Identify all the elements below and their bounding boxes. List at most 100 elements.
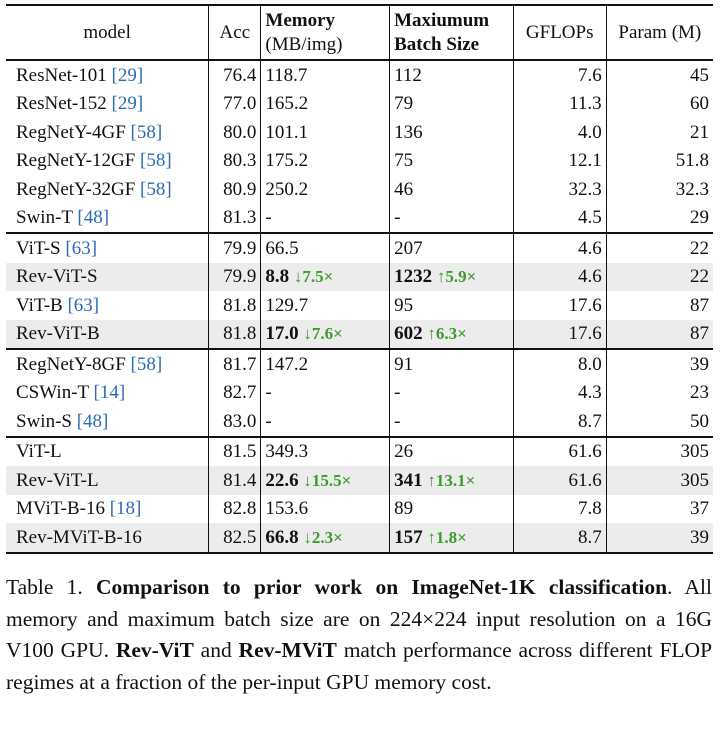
cell-gflops: 61.6 — [512, 466, 607, 495]
table-row: ResNet-152 [29] 77.0 165.2 79 11.3 60 — [6, 89, 713, 118]
citation-link[interactable]: [63] — [67, 294, 100, 316]
table-row: ViT-B [63] 81.8 129.7 95 17.6 87 — [6, 291, 713, 320]
memory-value: - — [265, 382, 272, 404]
cell-memory: 153.6 — [260, 494, 390, 523]
cell-memory: 129.7 — [260, 291, 390, 320]
model-name: Rev-ViT-S — [16, 266, 98, 288]
cell-gflops: 8.7 — [512, 407, 607, 437]
batch-value: - — [394, 207, 401, 229]
cell-batch: - — [389, 407, 514, 437]
cell-model: Swin-S [48] — [6, 407, 209, 437]
citation-link[interactable]: [58] — [140, 178, 172, 200]
batch-increase: ↑13.1× — [427, 470, 476, 490]
model-name: MViT-B-16 — [16, 498, 105, 520]
cell-model: RegNetY-4GF [58] — [6, 118, 209, 147]
memory-reduction: ↓2.3× — [303, 527, 343, 547]
batch-value: 89 — [394, 498, 414, 520]
cell-model: Rev-ViT-S — [6, 262, 209, 291]
cell-batch: 341 ↑13.1× — [389, 466, 514, 495]
cell-acc: 80.0 — [208, 118, 261, 147]
cell-batch: 136 — [389, 118, 514, 147]
cell-param: 305 — [605, 435, 713, 466]
batch-increase: ↑6.3× — [427, 324, 467, 344]
batch-value: 341 — [394, 469, 423, 491]
header-batch-line1: Maxiumum — [394, 9, 490, 31]
table-row: ViT-L 81.5 349.3 26 61.6 305 — [6, 435, 713, 466]
cell-batch: 26 — [389, 435, 514, 466]
citation-link[interactable]: [58] — [130, 121, 163, 143]
cell-gflops: 4.3 — [512, 378, 607, 407]
cell-batch: - — [389, 378, 514, 407]
header-memory-line2: (MB/img) — [265, 33, 343, 55]
cell-param: 39 — [605, 523, 713, 554]
memory-value: 101.1 — [265, 121, 309, 143]
memory-value: - — [265, 207, 272, 229]
model-name: RegNetY-32GF — [16, 178, 136, 200]
memory-value: 175.2 — [265, 150, 309, 172]
cell-batch: 75 — [389, 146, 514, 175]
cell-model: RegNetY-32GF [58] — [6, 175, 209, 204]
cell-gflops: 4.6 — [512, 262, 607, 291]
citation-link[interactable]: [58] — [140, 150, 172, 172]
cell-model: ViT-B [63] — [6, 291, 209, 320]
cell-acc: 79.9 — [208, 262, 261, 291]
memory-reduction: ↓15.5× — [303, 470, 352, 490]
model-name: Rev-ViT-B — [16, 323, 100, 345]
citation-link[interactable]: [29] — [111, 93, 144, 115]
table-row: Rev-ViT-S 79.9 8.8 ↓7.5× 1232 ↑5.9× 4.6 22 — [6, 262, 713, 291]
model-name: RegNetY-8GF — [16, 353, 126, 375]
cell-gflops: 12.1 — [512, 146, 607, 175]
table-row: Rev-ViT-L 81.4 22.6 ↓15.5× 341 ↑13.1× 61.6 30… — [6, 466, 713, 495]
caption-rev-mvit: Rev-MViT — [238, 638, 337, 662]
citation-link[interactable]: [48] — [76, 410, 109, 432]
cell-acc: 81.8 — [208, 319, 261, 349]
cell-model: RegNetY-8GF [58] — [6, 348, 209, 379]
cell-param: 22 — [605, 262, 713, 291]
cell-param: 50 — [605, 407, 713, 437]
cell-param: 32.3 — [605, 175, 713, 204]
citation-link[interactable]: [18] — [109, 498, 142, 520]
caption-title: Comparison to prior work on ImageNet-1K … — [96, 575, 668, 599]
cell-batch: 95 — [389, 291, 514, 320]
citation-link[interactable]: [29] — [111, 64, 144, 86]
memory-value: 129.7 — [265, 294, 309, 316]
batch-increase: ↑1.8× — [427, 527, 467, 547]
citation-link[interactable]: [14] — [93, 382, 126, 404]
cell-memory: 165.2 — [260, 89, 390, 118]
model-name: Rev-ViT-L — [16, 469, 99, 491]
cell-model: RegNetY-12GF [58] — [6, 147, 209, 176]
cell-model: Rev-ViT-L — [6, 466, 209, 495]
cell-batch: 79 — [389, 89, 514, 118]
model-name: RegNetY-4GF — [16, 121, 126, 143]
table-row: MViT-B-16 [18] 82.8 153.6 89 7.8 37 — [6, 494, 713, 523]
caption-label: Table 1. — [6, 575, 83, 599]
cell-gflops: 4.5 — [512, 203, 607, 233]
cell-param: 37 — [605, 494, 713, 523]
cell-model: Rev-MViT-B-16 — [6, 523, 209, 554]
cell-gflops: 17.6 — [512, 291, 607, 320]
header-param: Param (M) — [605, 5, 713, 60]
cell-param: 45 — [605, 60, 713, 90]
table-row: ViT-S [63] 79.9 66.5 207 4.6 22 — [6, 232, 713, 263]
citation-link[interactable]: [63] — [65, 237, 98, 259]
cell-model: Rev-ViT-B — [6, 319, 209, 349]
cell-param: 51.8 — [605, 146, 713, 175]
cell-batch: 89 — [389, 494, 514, 523]
citation-link[interactable]: [48] — [77, 207, 110, 229]
memory-reduction: ↓7.6× — [303, 324, 343, 344]
cell-acc: 80.9 — [208, 175, 261, 204]
batch-value: 46 — [394, 178, 414, 200]
cell-acc: 76.4 — [208, 60, 261, 90]
batch-value: 136 — [394, 121, 423, 143]
model-name: CSWin-T — [16, 382, 89, 404]
cell-acc: 83.0 — [208, 407, 261, 437]
cell-memory: 17.0 ↓7.6× — [260, 319, 390, 349]
table-row: RegNetY-12GF [58] 80.3 175.2 75 12.1 51.8 — [6, 146, 713, 176]
cell-gflops: 4.0 — [512, 118, 607, 147]
batch-value: 79 — [394, 93, 414, 115]
cell-gflops: 61.6 — [512, 435, 607, 466]
cell-batch: 602 ↑6.3× — [389, 319, 514, 349]
memory-value: 118.7 — [265, 64, 308, 86]
table-row: CSWin-T [14] 82.7- -4.3 23 — [6, 378, 713, 407]
citation-link[interactable]: [58] — [130, 353, 163, 375]
